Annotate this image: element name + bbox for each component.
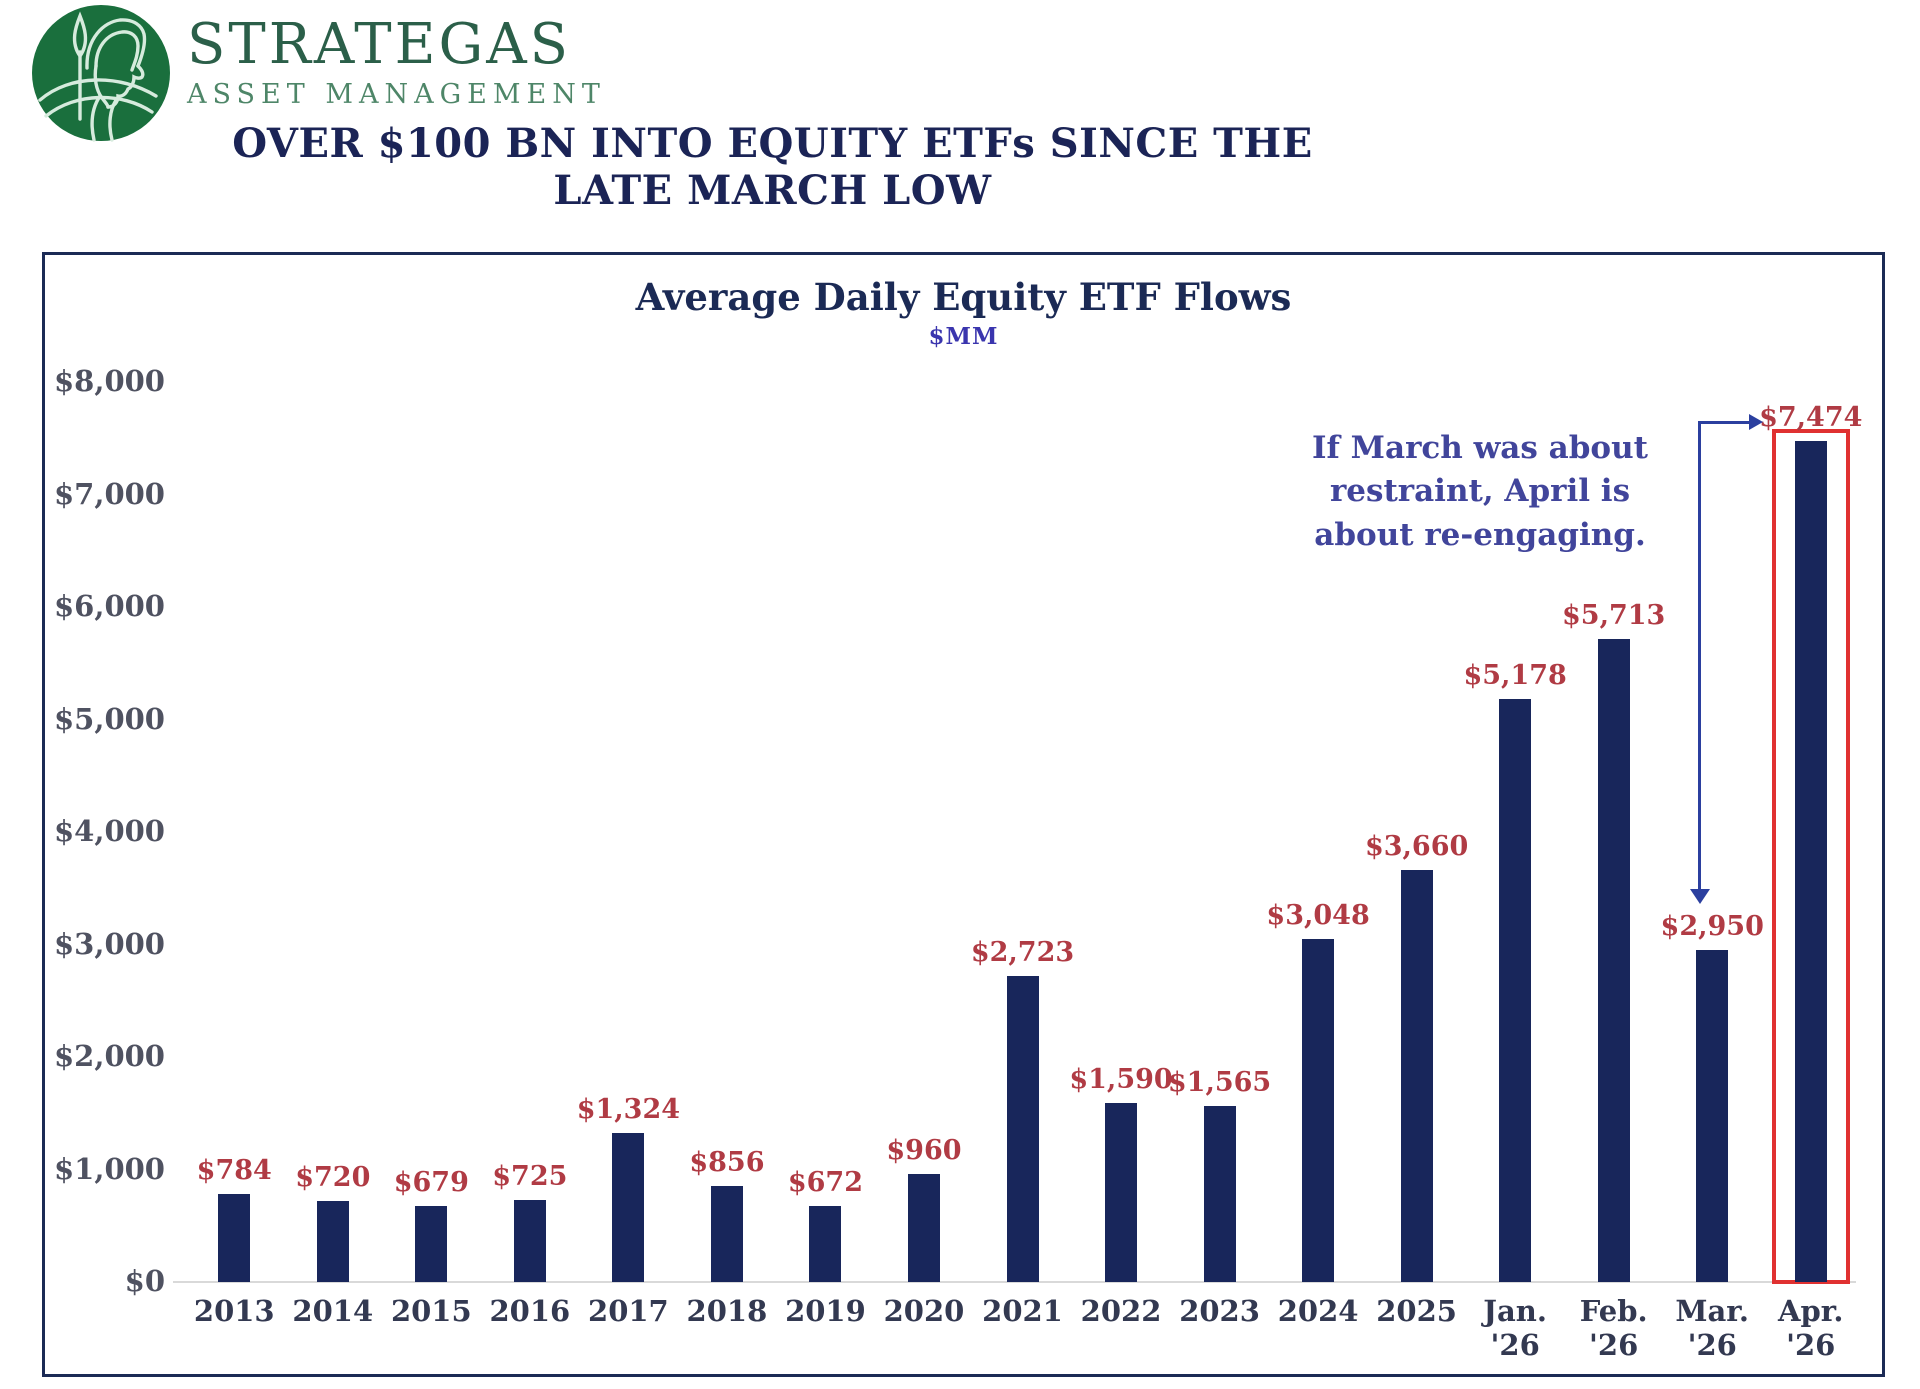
x-axis-tick-label: 2017 bbox=[588, 1294, 669, 1328]
bar-value-label: $3,048 bbox=[1266, 900, 1370, 932]
bar-value-label: $725 bbox=[492, 1161, 568, 1193]
x-axis-tick-label: Apr. '26 bbox=[1777, 1294, 1844, 1363]
bar-Apr.-'26 bbox=[1794, 441, 1827, 1282]
bar-value-label: $1,590 bbox=[1069, 1064, 1173, 1096]
x-axis-tick-label: 2024 bbox=[1277, 1294, 1359, 1328]
x-axis-tick-label: 2016 bbox=[489, 1294, 571, 1328]
y-axis-tick-label: $4,000 bbox=[54, 814, 165, 848]
bar-value-label: $1,565 bbox=[1167, 1066, 1272, 1098]
x-axis-tick-label: 2020 bbox=[883, 1294, 965, 1328]
chart-frame: Average Daily Equity ETF Flows $MM $0 $1,… bbox=[42, 252, 1885, 1377]
x-axis-tick-label: Feb. '26 bbox=[1579, 1294, 1648, 1363]
bar-value-label: $2,950 bbox=[1660, 911, 1764, 943]
chart-subtitle: $MM bbox=[928, 323, 999, 350]
bar-value-label: $7,474 bbox=[1759, 402, 1863, 434]
y-axis-tick-label: $2,000 bbox=[54, 1039, 165, 1073]
y-axis-tick-label: $7,000 bbox=[54, 476, 165, 511]
bar-value-label: $856 bbox=[689, 1146, 765, 1178]
bar-2018 bbox=[710, 1185, 743, 1282]
bar-value-label: $960 bbox=[886, 1135, 962, 1166]
x-axis-tick-label: 2019 bbox=[785, 1294, 866, 1328]
bar-2021 bbox=[1006, 975, 1039, 1282]
bar-2015 bbox=[415, 1205, 448, 1282]
bar-2016 bbox=[513, 1200, 546, 1282]
y-axis-tick-label: $8,000 bbox=[54, 364, 165, 398]
bar-value-label: $3,660 bbox=[1364, 831, 1469, 863]
bar-2023 bbox=[1203, 1105, 1236, 1282]
x-axis-tick-label: 2022 bbox=[1080, 1294, 1162, 1328]
bar-value-label: $2,723 bbox=[970, 936, 1075, 968]
x-axis-tick-label: Jan. '26 bbox=[1483, 1294, 1547, 1363]
x-axis-tick-label: 2025 bbox=[1376, 1294, 1457, 1328]
brand-name: STRATEGAS bbox=[187, 12, 572, 77]
y-axis-tick-label: $1,000 bbox=[54, 1151, 165, 1186]
bar-value-label: $5,713 bbox=[1562, 600, 1666, 632]
bar-value-label: $679 bbox=[393, 1166, 469, 1198]
bar-Mar.-'26 bbox=[1696, 950, 1729, 1282]
x-axis-tick-label: 2023 bbox=[1179, 1294, 1260, 1328]
bar-value-label: $1,324 bbox=[576, 1094, 681, 1126]
plot-area: $0 $1,000 $2,000 $3,000 $4,000 $5,000 $6,000 $7… bbox=[54, 364, 1863, 1362]
annotation-arrow-horizontal bbox=[1698, 421, 1750, 424]
bar-2013 bbox=[218, 1193, 251, 1282]
bar-value-label: $672 bbox=[787, 1167, 864, 1199]
annotation-text: If March was about restraint, April is a… bbox=[1312, 430, 1648, 553]
y-axis-tick-label: $0 bbox=[124, 1264, 165, 1298]
x-axis-tick-label: 2015 bbox=[390, 1294, 472, 1328]
bar-2014 bbox=[316, 1201, 349, 1282]
bar-Jan.-'26 bbox=[1499, 699, 1532, 1282]
highlight-red-box bbox=[1771, 429, 1850, 1284]
x-axis-tick-label: 2021 bbox=[982, 1294, 1063, 1328]
annotation-arrow-down-head-icon bbox=[1690, 889, 1710, 904]
x-axis-tick-label: 2013 bbox=[193, 1294, 275, 1328]
bar-2022 bbox=[1105, 1103, 1138, 1282]
y-axis-tick-label: $6,000 bbox=[54, 589, 165, 623]
bar-Feb.-'26 bbox=[1597, 639, 1630, 1282]
bar-value-label: $784 bbox=[196, 1154, 272, 1186]
brand-subtitle: ASSET MANAGEMENT bbox=[187, 78, 606, 110]
bar-2020 bbox=[907, 1174, 940, 1282]
page-headline: OVER $100 BN INTO EQUITY ETFs SINCE THE … bbox=[232, 120, 1313, 214]
chart-title: Average Daily Equity ETF Flows bbox=[635, 275, 1292, 319]
x-axis-tick-label: 2014 bbox=[292, 1294, 374, 1328]
bar-2019 bbox=[809, 1206, 842, 1282]
y-axis-tick-label: $3,000 bbox=[54, 926, 165, 961]
bar-2024 bbox=[1302, 939, 1335, 1282]
x-axis-baseline bbox=[173, 1281, 1856, 1283]
x-axis-tick-label: 2018 bbox=[686, 1294, 768, 1328]
y-axis-tick-label: $5,000 bbox=[54, 701, 165, 736]
x-axis-tick-label: Mar. '26 bbox=[1675, 1294, 1750, 1363]
bar-value-label: $720 bbox=[295, 1162, 371, 1193]
bar-value-label: $5,178 bbox=[1463, 660, 1567, 692]
brand-text: STRATEGAS ASSET MANAGEMENT bbox=[187, 12, 606, 110]
bar-2017 bbox=[612, 1133, 645, 1282]
annotation-arrow-vertical bbox=[1698, 421, 1701, 891]
bar-2025 bbox=[1400, 870, 1433, 1282]
annotation-arrow-right-head-icon bbox=[1749, 414, 1763, 430]
strategas-logo-icon bbox=[32, 5, 170, 142]
